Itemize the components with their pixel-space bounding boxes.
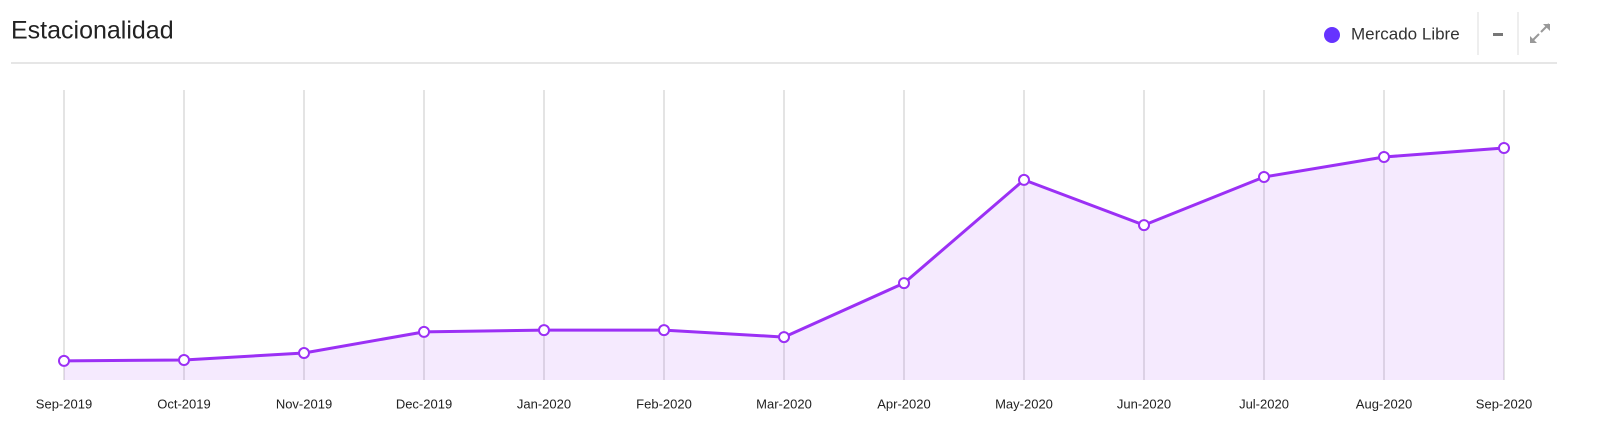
area-fill [64,148,1504,380]
data-point [898,277,910,290]
x-tick-label: Apr-2020 [877,396,930,411]
x-tick-label: Sep-2019 [36,396,92,411]
data-point [538,324,550,337]
x-tick-label: Jul-2020 [1239,396,1289,411]
data-point [418,325,430,338]
data-point [298,347,310,360]
x-tick-label: Jun-2020 [1117,396,1171,411]
x-tick-label: May-2020 [995,396,1053,411]
chart-title: Estacionalidad [11,17,174,45]
x-tick-label: Jan-2020 [517,396,571,411]
data-point [1378,150,1390,163]
x-tick-label: Oct-2019 [157,396,210,411]
data-point [1018,173,1030,186]
plot-area: Sep-2019 Oct-2019 Nov-2019 Dec-2019 Jan-2020… [36,90,1532,411]
data-point [658,324,670,337]
x-tick-label: Aug-2020 [1356,396,1412,411]
expand-button[interactable] [1524,20,1552,48]
legend-swatch [1324,27,1340,43]
minimize-button[interactable] [1484,20,1512,48]
data-point [1138,219,1150,232]
data-point [58,354,70,367]
x-tick-label: Dec-2019 [396,396,452,411]
data-point [778,331,790,344]
x-tick-label: Nov-2019 [276,396,332,411]
data-point [1258,171,1270,183]
legend-label[interactable]: Mercado Libre [1351,24,1460,43]
x-tick-label: Feb-2020 [636,396,692,411]
x-tick-label: Sep-2020 [1476,396,1532,411]
data-point [178,353,190,366]
x-tick-label: Mar-2020 [756,396,812,411]
data-point [1498,142,1510,154]
